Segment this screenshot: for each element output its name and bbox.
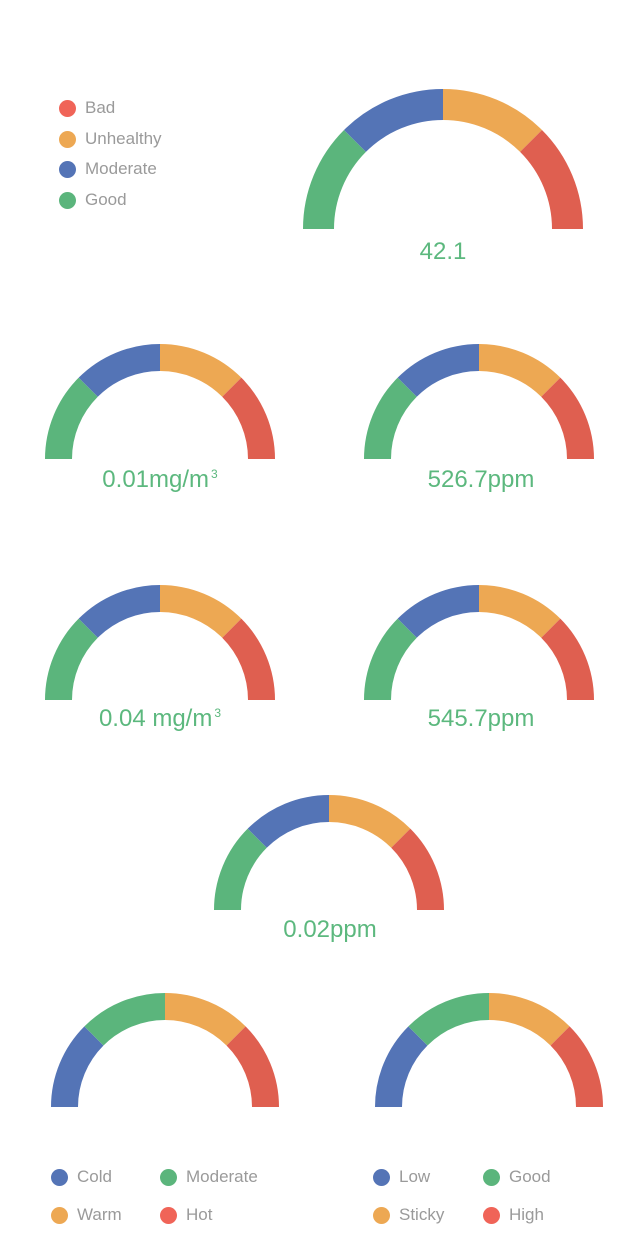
- legend-dot-cold: [51, 1168, 68, 1186]
- gauge-8-segment-low: [375, 1026, 428, 1108]
- gauge-3-segment-bad: [540, 377, 594, 460]
- gauge-2-segment-good: [45, 377, 99, 460]
- gauge-value-4-text: 0.04 mg/m: [98, 705, 213, 732]
- legend-label-bad: Bad: [85, 98, 116, 117]
- gauge-2: [45, 344, 275, 460]
- legend-item-low: Low: [373, 1165, 430, 1189]
- gauge-2-segment-unhealthy: [159, 344, 242, 398]
- legend-label-moderate: Moderate: [85, 159, 157, 178]
- gauge-7-segment-warm: [164, 993, 246, 1046]
- gauge-5-segment-good: [364, 618, 418, 701]
- legend-dot-high: [483, 1206, 500, 1224]
- legend-dot-humidity-good: [483, 1168, 500, 1186]
- gauge-value-6: 0.02ppm: [230, 916, 430, 944]
- legend-label-low: Low: [399, 1167, 431, 1186]
- legend-item-humidity-good: Good: [483, 1165, 551, 1189]
- gauge-7-segment-moderate: [84, 993, 166, 1046]
- gauge-7-segment-hot: [226, 1026, 279, 1108]
- legend-dot-sticky: [373, 1206, 390, 1224]
- gauge-8: [375, 993, 603, 1108]
- gauge-2-segment-moderate: [78, 344, 161, 398]
- gauge-4-segment-good: [45, 618, 99, 701]
- legend-label-unhealthy: Unhealthy: [85, 129, 162, 148]
- gauge-6-segment-unhealthy: [328, 795, 411, 849]
- gauge-5-segment-bad: [540, 618, 594, 701]
- gauge-value-2-superscript: 3: [211, 467, 218, 481]
- legend-item-bad: Bad: [59, 96, 115, 120]
- gauge-1: [303, 89, 583, 230]
- legend-item-high: High: [483, 1203, 544, 1227]
- gauge-value-3-text: 526.7ppm: [427, 466, 535, 493]
- gauge-5-segment-unhealthy: [478, 585, 561, 639]
- gauge-4-segment-bad: [221, 618, 275, 701]
- gauge-5-segment-moderate: [397, 585, 480, 639]
- legend-dot-low: [373, 1168, 390, 1186]
- gauge-6-segment-moderate: [247, 795, 330, 849]
- gauge-1-segment-moderate: [344, 89, 444, 153]
- legend-dot-bad: [59, 99, 76, 117]
- gauge-6-segment-good: [214, 828, 268, 911]
- gauge-8-segment-good: [408, 993, 490, 1046]
- legend-item-moderate: Moderate: [59, 157, 157, 181]
- legend-item-warm: Warm: [51, 1203, 122, 1227]
- gauge-value-1-text: 42.1: [419, 238, 467, 265]
- legend-label-good: Good: [85, 190, 127, 209]
- legend-dot-good: [59, 191, 76, 209]
- gauge-7: [51, 993, 279, 1108]
- legend-item-good: Good: [59, 188, 127, 212]
- gauge-1-segment-bad: [519, 130, 583, 230]
- gauge-3: [364, 344, 594, 460]
- gauge-value-6-text: 0.02ppm: [283, 916, 377, 943]
- gauge-value-2-text: 0.01mg/m: [102, 466, 210, 493]
- gauge-2-segment-bad: [221, 377, 275, 460]
- legend-label-sticky: Sticky: [399, 1205, 445, 1224]
- gauge-6: [214, 795, 444, 911]
- gauge-value-4: 0.04 mg/m 3: [55, 705, 265, 733]
- gauge-value-4-superscript: 3: [214, 706, 222, 720]
- legend-label-temp-moderate: Moderate: [186, 1167, 258, 1186]
- legend-item-unhealthy: Unhealthy: [59, 127, 162, 151]
- gauge-8-segment-sticky: [488, 993, 570, 1046]
- gauge-3-segment-moderate: [397, 344, 480, 398]
- legend-label-warm: Warm: [77, 1205, 122, 1224]
- gauge-value-2: 0.01mg/m 3: [55, 466, 265, 494]
- legend-dot-moderate: [59, 160, 76, 178]
- legend-label-high: High: [509, 1205, 544, 1224]
- legend-item-sticky: Sticky: [373, 1203, 444, 1227]
- legend-dot-warm: [51, 1206, 68, 1224]
- gauge-1-segment-good: [303, 130, 367, 230]
- gauge-8-segment-high: [550, 1026, 603, 1108]
- gauge-value-3: 526.7ppm: [381, 466, 581, 494]
- gauge-5: [364, 585, 594, 701]
- gauge-3-segment-unhealthy: [478, 344, 561, 398]
- legend-dot-hot: [160, 1206, 177, 1224]
- legend-item-cold: Cold: [51, 1165, 112, 1189]
- legend-label-humidity-good: Good: [509, 1167, 551, 1186]
- gauge-value-1: 42.1: [343, 238, 543, 266]
- legend-label-hot: Hot: [186, 1205, 213, 1224]
- gauge-4-segment-moderate: [78, 585, 161, 639]
- legend-item-hot: Hot: [160, 1203, 212, 1227]
- gauge-value-5: 545.7ppm: [381, 705, 581, 733]
- legend-dot-temp-moderate: [160, 1168, 177, 1186]
- legend-dot-unhealthy: [59, 130, 76, 148]
- gauge-1-segment-unhealthy: [442, 89, 542, 153]
- gauge-4: [45, 585, 275, 701]
- gauge-6-segment-bad: [390, 828, 444, 911]
- gauge-4-segment-unhealthy: [159, 585, 242, 639]
- gauge-3-segment-good: [364, 377, 418, 460]
- legend-label-cold: Cold: [77, 1167, 112, 1186]
- gauge-value-5-text: 545.7ppm: [427, 705, 535, 732]
- gauge-7-segment-cold: [51, 1026, 104, 1108]
- legend-item-temp-moderate: Moderate: [160, 1165, 258, 1189]
